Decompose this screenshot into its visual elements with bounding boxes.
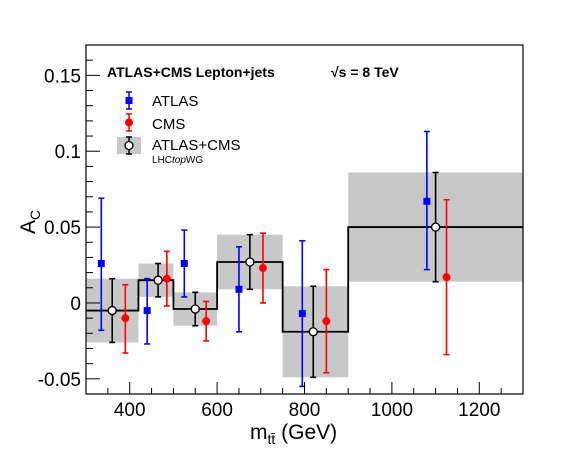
data-point-square-3 bbox=[235, 246, 243, 333]
legend-marker-cms bbox=[125, 113, 133, 132]
marker-square bbox=[180, 260, 188, 268]
data-point-circle-1 bbox=[162, 250, 171, 307]
combined-step-line bbox=[86, 226, 523, 333]
x-axis-title: mtt̄ (GeV) bbox=[250, 421, 337, 447]
marker-circle bbox=[121, 314, 130, 323]
combined-step-path bbox=[86, 226, 523, 333]
marker-circle bbox=[322, 317, 331, 326]
chart-title: ATLAS+CMS Lepton+jets bbox=[107, 64, 275, 80]
y-axis-title: AC bbox=[17, 210, 43, 234]
x-tick-label: 400 bbox=[114, 400, 146, 421]
data-point-open-circle-3 bbox=[245, 233, 255, 291]
data-point-circle-0 bbox=[121, 283, 130, 354]
marker-square bbox=[97, 260, 105, 268]
data-point-open-circle-0 bbox=[107, 277, 117, 344]
marker-square bbox=[143, 307, 151, 315]
legend-sublabel: LHCtopWG bbox=[152, 155, 203, 166]
data-point-open-circle-1 bbox=[153, 262, 163, 298]
data-point-square-0 bbox=[97, 197, 105, 332]
marker-open-circle bbox=[308, 327, 318, 337]
legend-label-atlas: ATLAS bbox=[152, 93, 198, 110]
marker-open-circle bbox=[153, 275, 163, 285]
x-tick-label: 600 bbox=[201, 400, 233, 421]
marker-circle bbox=[202, 317, 211, 326]
data-point-circle-5 bbox=[442, 198, 451, 356]
legend-marker-combined bbox=[117, 136, 141, 155]
marker-square bbox=[423, 197, 431, 205]
marker-square bbox=[235, 285, 243, 293]
data-point-open-circle-4 bbox=[308, 285, 318, 379]
x-tick-label: 1200 bbox=[458, 400, 500, 421]
x-tick-label: 800 bbox=[289, 400, 321, 421]
data-point-circle-4 bbox=[322, 268, 331, 374]
marker-open-circle bbox=[430, 222, 441, 232]
data-point-open-circle-2 bbox=[190, 291, 200, 327]
marker-square bbox=[298, 310, 306, 318]
y-tick-label: 0 bbox=[70, 294, 81, 315]
marker-circle bbox=[442, 273, 451, 282]
marker-circle bbox=[258, 264, 267, 273]
y-tick-label: 0.05 bbox=[44, 218, 81, 239]
marker-open-circle bbox=[245, 257, 255, 267]
energy-label: √s = 8 TeV bbox=[331, 64, 399, 80]
y-tick-label: 0.1 bbox=[55, 142, 81, 163]
legend-label-combined: ATLAS+CMS bbox=[152, 137, 241, 154]
y-tick-label: -0.05 bbox=[38, 370, 81, 391]
y-tick-label: 0.15 bbox=[44, 66, 81, 87]
data-point-circle-2 bbox=[202, 300, 211, 342]
data-point-square-5 bbox=[423, 130, 431, 271]
marker-circle bbox=[162, 274, 171, 283]
data-point-circle-3 bbox=[258, 232, 267, 304]
legend-label-cms: CMS bbox=[152, 116, 185, 133]
x-axis: 400 600 800 1000 1200 bbox=[85, 382, 524, 421]
marker-open-circle bbox=[107, 305, 117, 316]
data-point-square-1 bbox=[143, 277, 151, 345]
data-points bbox=[97, 130, 451, 388]
data-point-open-circle-5 bbox=[430, 171, 441, 283]
legend-marker-atlas bbox=[125, 91, 133, 110]
data-point-square-2 bbox=[180, 229, 188, 298]
y-axis: -0.05 0 0.05 0.1 0.15 bbox=[38, 44, 100, 395]
legend: ATLAS CMS ATLAS+CMS LHCtopWG bbox=[117, 91, 241, 166]
x-tick-label: 1000 bbox=[371, 400, 413, 421]
uncertainty-bands bbox=[86, 172, 523, 378]
marker-open-circle bbox=[190, 304, 200, 314]
